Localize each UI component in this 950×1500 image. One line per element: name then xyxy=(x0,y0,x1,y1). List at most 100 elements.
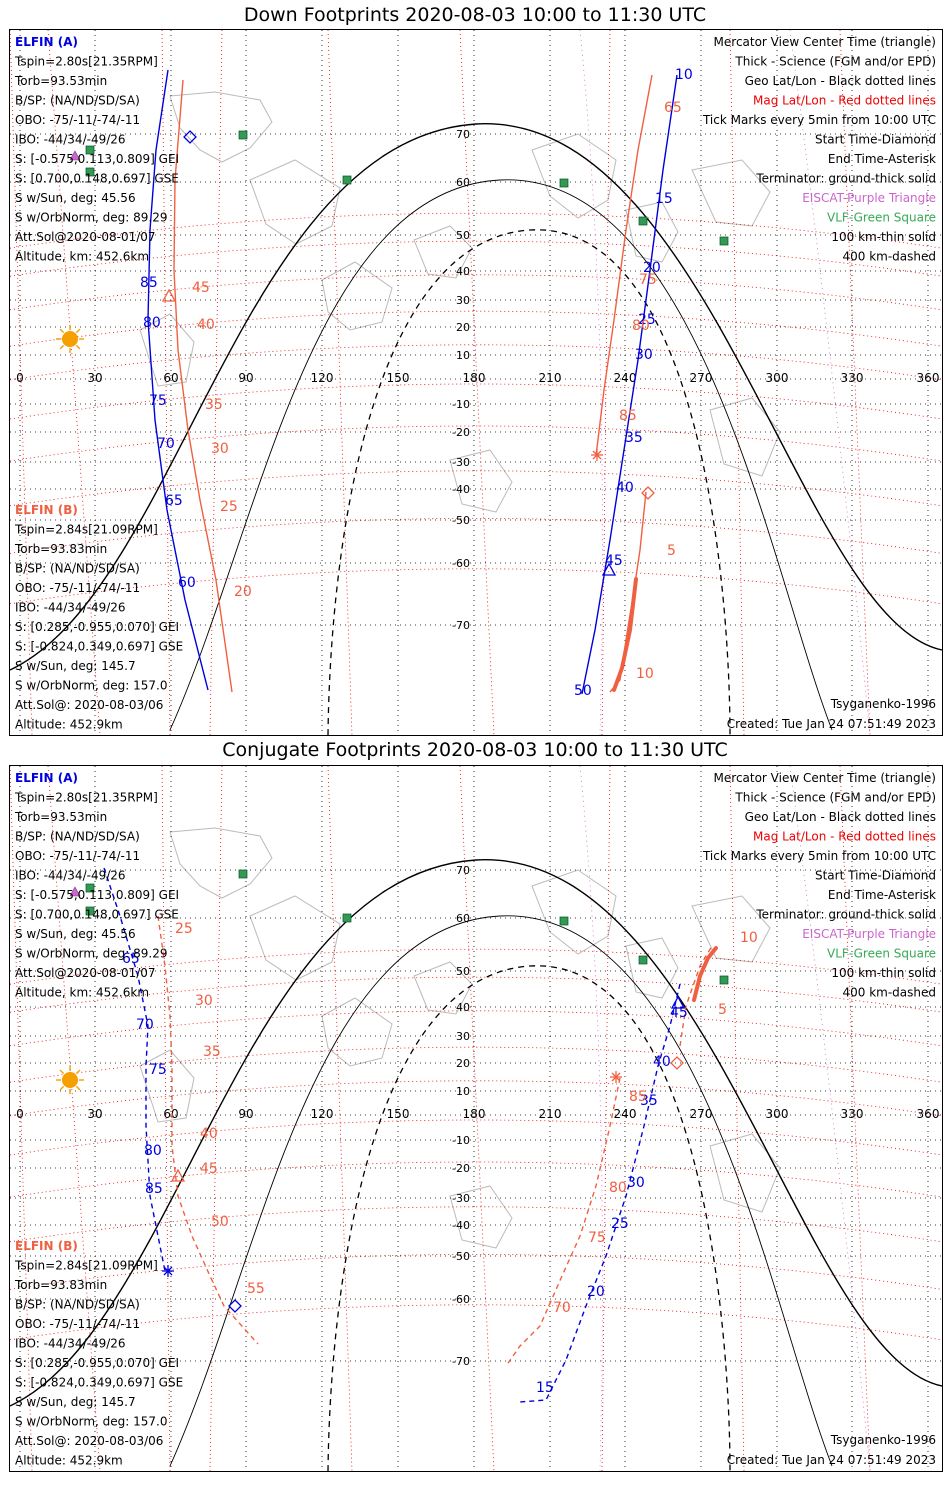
lon-tick-label: 60 xyxy=(163,1107,178,1121)
legend-line: Tick Marks every 5min from 10:00 UTC xyxy=(702,113,936,127)
lat-tick-label: 30 xyxy=(456,294,470,307)
lat-tick-label: -30 xyxy=(452,456,470,469)
elfin-a-info-line: Tspin=2.80s[21.35RPM] xyxy=(14,791,158,805)
terminator-group xyxy=(9,123,943,736)
lat-tick-label: -10 xyxy=(452,398,470,411)
mag-latitude-curve xyxy=(9,1046,943,1083)
elfin-a-info-block: ELFIN (A) Tspin=2.80s[21.35RPM] Torb=93.53… xyxy=(14,35,179,264)
lon-tick-label: 150 xyxy=(387,371,410,385)
sun-ray xyxy=(59,1085,65,1091)
coastline-outline xyxy=(449,449,513,513)
legend-line: Start Time-Diamond xyxy=(815,869,936,883)
mag-longitude-line xyxy=(9,29,33,736)
created-timestamp: Created: Tue Jan 24 07:51:49 2023 xyxy=(727,717,936,731)
coastline-outline xyxy=(625,201,679,263)
elfin-b-tick-label: 5 xyxy=(667,543,676,559)
elfin-a-tick-label: 65 xyxy=(165,493,183,509)
elfin-a-track xyxy=(519,983,681,1403)
asterisk-stroke xyxy=(592,450,602,460)
coastline-outline xyxy=(139,313,195,387)
elfin-b-info-line: Altitude: 452.9km xyxy=(15,718,123,732)
vlf-station-square xyxy=(638,216,648,226)
mag-latitude-curve xyxy=(9,976,943,1013)
elfin-b-info-line: IBO: -44/34/-49/26 xyxy=(15,601,126,615)
mag-latitude-curve xyxy=(9,310,943,347)
vlf-station-square xyxy=(85,145,95,155)
coastline-outline xyxy=(449,1185,513,1249)
coastline-group xyxy=(139,91,781,513)
vlf-station-square xyxy=(559,178,569,188)
elfin-a-track xyxy=(581,74,678,695)
elfin-a-heading: ELFIN (A) xyxy=(15,771,78,785)
mag-latitude-curve xyxy=(9,1304,943,1341)
legend-line: End Time-Asterisk xyxy=(828,152,936,166)
elfin-b-info-line: S w/Sun, deg: 145.7 xyxy=(15,1395,136,1409)
coastline-outline xyxy=(625,937,679,999)
elfin-a-tick-label: 10 xyxy=(675,67,693,83)
elfin-b-tick-label: 5 xyxy=(718,1002,727,1018)
elfin-a-info-line: B/SP: (NA/ND/SD/SA) xyxy=(15,830,140,844)
legend-line: VLF-Green Square xyxy=(827,211,936,225)
mag-longitude-line xyxy=(209,29,223,736)
elfin-a-tick-label: 45 xyxy=(605,553,623,569)
elfin-b-info-line: S: [0.285,-0.955,0.070] GEI xyxy=(15,1356,179,1370)
elfin-b-start-diamond xyxy=(670,1056,684,1070)
elfin-a-tick-label: 85 xyxy=(145,1181,163,1197)
elfin-b-tick-label: 30 xyxy=(195,993,213,1009)
elfin-b-info-line: B/SP: (NA/ND/SD/SA) xyxy=(15,562,140,576)
elfin-b-info-line: Tspin=2.84s[21.09RPM] xyxy=(14,523,158,537)
asterisk-stroke xyxy=(611,1072,621,1082)
elfin-b-tick-label: 80 xyxy=(632,318,650,334)
coastline-outline xyxy=(691,895,771,963)
elfin-a-tick-label: 50 xyxy=(574,683,592,699)
coastline-outline xyxy=(321,997,393,1067)
elfin-b-track xyxy=(505,1077,621,1367)
elfin-a-tick-label: 75 xyxy=(149,393,167,409)
mag-longitude-line xyxy=(9,765,33,1472)
elfin-b-info-line: Att.Sol@: 2020-08-03/06 xyxy=(15,1434,163,1448)
mag-latitude-curve xyxy=(9,425,943,462)
lon-tick-label: 330 xyxy=(841,1107,864,1121)
elfin-b-end-asterisk xyxy=(591,449,603,461)
elfin-a-tick-label: 20 xyxy=(643,260,661,276)
vlf-station-square xyxy=(719,236,729,246)
legend-line: 100 km-thin solid xyxy=(831,230,936,244)
elfin-b-tick-label: 85 xyxy=(629,1089,647,1105)
elfin-b-info-block: ELFIN (B) Tspin=2.84s[21.09RPM] Torb=93.83… xyxy=(14,1239,183,1468)
legend-line: Mag Lat/Lon - Red dotted lines xyxy=(753,830,936,844)
mag-latitude-curve xyxy=(9,568,943,605)
legend-line: Start Time-Diamond xyxy=(815,133,936,147)
coastline-outline xyxy=(249,159,341,245)
sun-ray xyxy=(59,344,65,350)
mag-latitude-curve xyxy=(9,1206,943,1243)
sun-ray xyxy=(75,344,81,350)
vlf-station-square xyxy=(85,167,95,177)
elfin-b-info-line: S: [-0.824,0.349,0.697] GSE xyxy=(15,1376,183,1390)
lat-tick-label: 70 xyxy=(456,128,470,141)
lat-tick-label: -50 xyxy=(452,514,470,527)
elfin-a-info-line: Tspin=2.80s[21.35RPM] xyxy=(14,55,158,69)
elfin-a-info-line: Att.Sol@2020-08-01/07 xyxy=(15,230,156,244)
lon-tick-label: 30 xyxy=(87,371,102,385)
elfin-a-tick-label: 15 xyxy=(536,1380,554,1396)
elfin-b-info-line: Altitude: 452.9km xyxy=(15,1454,123,1468)
vlf-station-square xyxy=(559,916,569,926)
terminator-ground-thick xyxy=(9,123,943,671)
mag-longitude-line xyxy=(729,29,745,736)
lat-tick-label: 40 xyxy=(456,265,470,278)
sun-disc xyxy=(62,331,78,347)
elfin-a-info-line: S: [-0.575,0.113,0.809] GEI xyxy=(15,152,179,166)
elfin-b-tick-label: 45 xyxy=(192,280,210,296)
elfin-b-tick-label: 75 xyxy=(639,272,657,288)
sun-disc xyxy=(62,1072,78,1088)
elfin-a-tick-label: 35 xyxy=(625,430,643,446)
lat-tick-label: -60 xyxy=(452,557,470,570)
elfin-b-track xyxy=(595,74,653,457)
elfin-a-tick-label: 40 xyxy=(653,1054,671,1070)
vlf-station-square xyxy=(85,906,95,916)
legend-line: 400 km-dashed xyxy=(842,250,936,264)
coastline-outline xyxy=(249,895,341,981)
lon-tick-label: 300 xyxy=(766,371,789,385)
elfin-a-tick-label: 80 xyxy=(143,315,161,331)
elfin-b-tick-label: 75 xyxy=(588,1230,606,1246)
